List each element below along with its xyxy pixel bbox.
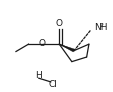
Text: Cl: Cl: [48, 80, 57, 89]
Text: NH: NH: [93, 23, 107, 32]
Polygon shape: [59, 44, 74, 52]
Text: H: H: [35, 71, 42, 80]
Text: O: O: [55, 19, 62, 28]
Text: 2: 2: [99, 23, 103, 28]
Text: O: O: [38, 39, 45, 48]
